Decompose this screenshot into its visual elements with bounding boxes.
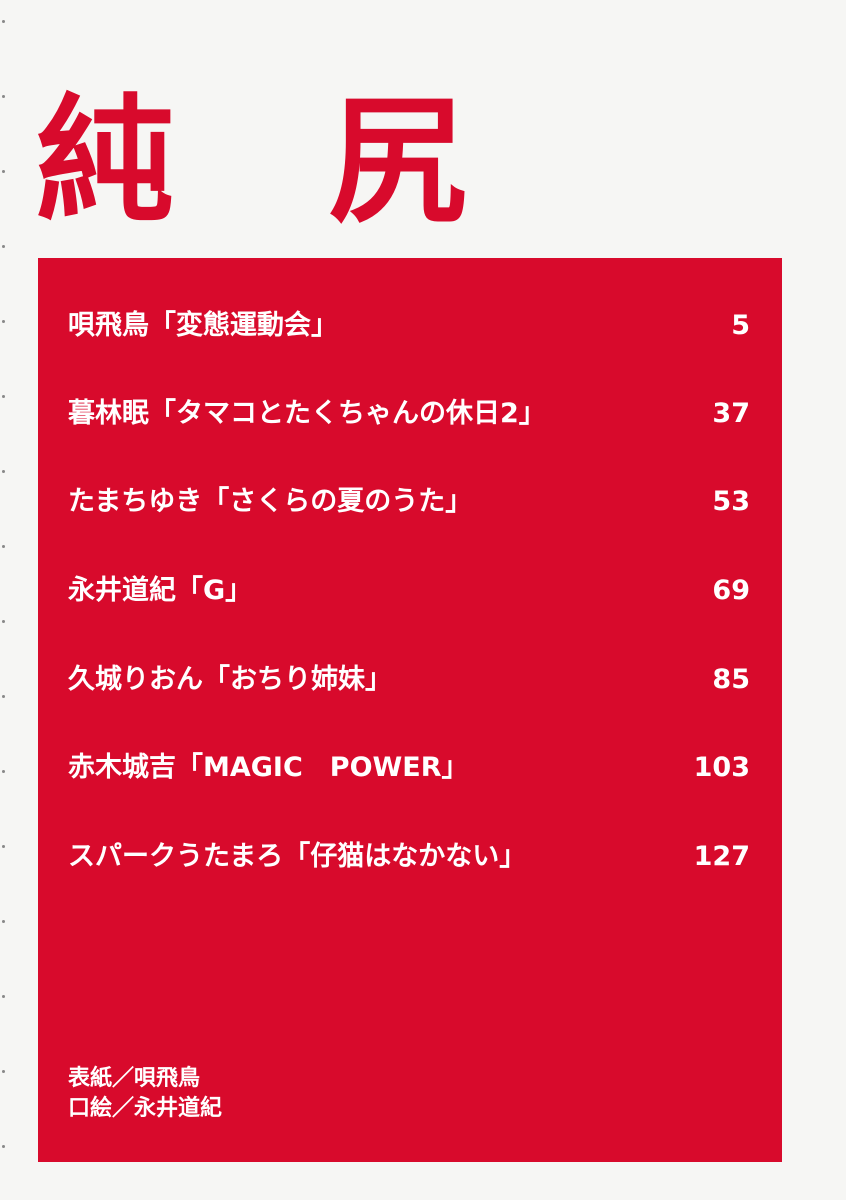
binding-hole bbox=[2, 320, 5, 323]
binding-hole bbox=[2, 95, 5, 98]
binding-hole bbox=[2, 845, 5, 848]
binding-hole bbox=[2, 770, 5, 773]
toc-entry: 赤木城吉「MAGIC POWER」 103 bbox=[68, 748, 750, 788]
toc-entry: 永井道紀「G」 69 bbox=[68, 571, 750, 611]
toc-title: 赤木城吉「MAGIC POWER」 bbox=[68, 752, 469, 783]
title-char-2: 尻 bbox=[328, 81, 467, 242]
toc-page: 37 bbox=[712, 398, 750, 429]
page-title: 純 尻 bbox=[36, 92, 466, 232]
toc-title: 永井道紀「G」 bbox=[68, 575, 253, 606]
frontispiece-credit: 口絵／永井道紀 bbox=[68, 1096, 223, 1121]
binding-hole bbox=[2, 920, 5, 923]
cover-credit: 表紙／唄飛鳥 bbox=[68, 1066, 201, 1091]
binding-hole bbox=[2, 995, 5, 998]
toc-title: 久城りおん「おちり姉妹」 bbox=[68, 664, 392, 695]
toc-entry: たまちゆき「さくらの夏のうた」 53 bbox=[68, 482, 750, 522]
toc-page: 127 bbox=[693, 841, 750, 872]
binding-hole bbox=[2, 1070, 5, 1073]
toc-entry: 唄飛鳥「変態運動会」 5 bbox=[68, 306, 750, 346]
toc-title: たまちゆき「さくらの夏のうた」 bbox=[68, 486, 473, 517]
toc-title: スパークうたまろ「仔猫はなかない」 bbox=[68, 841, 527, 872]
binding-hole bbox=[2, 545, 5, 548]
toc-title: 唄飛鳥「変態運動会」 bbox=[68, 310, 338, 341]
toc-entry: 久城りおん「おちり姉妹」 85 bbox=[68, 660, 750, 700]
contents-panel: 唄飛鳥「変態運動会」 5 暮林眠「タマコとたくちゃんの休日2」 37 たまちゆき「さ… bbox=[38, 258, 782, 1162]
toc-page: 85 bbox=[712, 664, 750, 695]
toc-entry: 暮林眠「タマコとたくちゃんの休日2」 37 bbox=[68, 394, 750, 434]
toc-title: 暮林眠「タマコとたくちゃんの休日2」 bbox=[68, 398, 546, 429]
binding-hole bbox=[2, 395, 5, 398]
binding-hole bbox=[2, 170, 5, 173]
binding-hole bbox=[2, 620, 5, 623]
toc-page: 5 bbox=[731, 310, 750, 341]
toc-entry: スパークうたまろ「仔猫はなかない」 127 bbox=[68, 837, 750, 877]
binding-hole bbox=[2, 245, 5, 248]
title-char-1: 純 bbox=[36, 81, 175, 242]
credits: 表紙／唄飛鳥 口絵／永井道紀 bbox=[68, 1064, 222, 1124]
toc-page: 69 bbox=[712, 575, 750, 606]
toc-page: 53 bbox=[712, 486, 750, 517]
binding-hole bbox=[2, 470, 5, 473]
binding-hole bbox=[2, 20, 5, 23]
toc-page: 103 bbox=[693, 752, 750, 783]
binding-hole bbox=[2, 1145, 5, 1148]
binding-hole bbox=[2, 695, 5, 698]
